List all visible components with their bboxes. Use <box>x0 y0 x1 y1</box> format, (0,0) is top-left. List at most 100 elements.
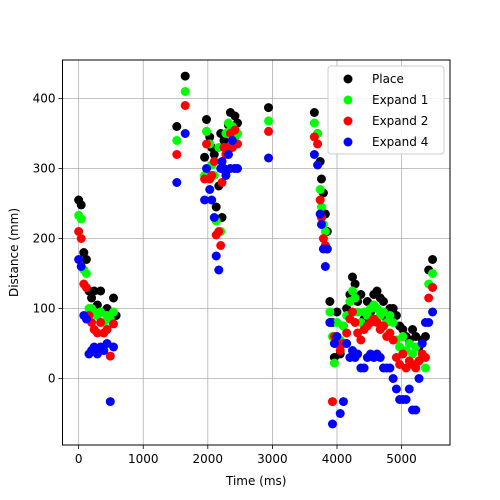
data-point <box>81 269 91 278</box>
legend-label-expand-4: Expand 4 <box>372 135 428 149</box>
data-point <box>391 311 401 320</box>
data-point <box>350 318 360 327</box>
data-point <box>320 262 330 271</box>
data-point <box>329 358 339 368</box>
data-point <box>332 307 342 317</box>
data-point <box>105 397 115 407</box>
data-point <box>217 157 227 166</box>
data-point <box>219 136 229 145</box>
data-point <box>109 319 119 329</box>
data-point <box>207 195 217 205</box>
data-point <box>388 318 398 327</box>
data-point <box>202 115 212 124</box>
y-tick-label: 0 <box>48 372 56 386</box>
data-point <box>414 374 424 383</box>
data-point <box>325 318 335 327</box>
data-point <box>342 339 352 348</box>
x-tick-label: 4000 <box>322 452 353 466</box>
data-point <box>385 311 395 320</box>
data-point <box>264 116 274 126</box>
data-point <box>398 325 408 334</box>
data-point <box>424 318 434 327</box>
x-tick-label: 2000 <box>193 452 224 466</box>
data-point <box>342 328 352 338</box>
data-point <box>76 214 86 224</box>
data-point <box>172 122 182 131</box>
data-point <box>76 200 86 210</box>
data-point <box>335 346 345 355</box>
plot-frame <box>62 59 451 446</box>
data-point <box>202 164 212 173</box>
data-point <box>81 314 91 324</box>
data-point <box>401 395 411 404</box>
legend-label-expand-2: Expand 2 <box>372 114 428 128</box>
data-point <box>309 150 319 159</box>
data-point <box>209 213 219 222</box>
x-tick-label: 5000 <box>386 452 417 466</box>
data-point <box>315 195 325 205</box>
data-point <box>315 209 325 219</box>
legend-box <box>327 65 445 155</box>
x-tick-label: 0 <box>75 452 83 466</box>
legend-marker-place <box>343 74 353 84</box>
legend: Place Expand 1 Expand 2 Expand 4 <box>327 65 445 155</box>
data-point <box>318 234 328 243</box>
data-point <box>356 335 366 345</box>
data-point <box>338 321 348 331</box>
data-point <box>353 349 363 359</box>
data-point <box>227 136 237 145</box>
x-tick-label: 3000 <box>257 452 288 466</box>
data-point <box>420 332 430 341</box>
data-point <box>96 286 106 296</box>
data-point <box>322 244 332 254</box>
data-point <box>79 248 89 257</box>
data-point <box>325 307 335 317</box>
data-point <box>428 269 438 278</box>
data-point <box>76 234 86 243</box>
data-point <box>76 262 86 271</box>
legend-entry-expand-2: Expand 2 <box>343 114 428 128</box>
data-point <box>202 126 212 136</box>
y-tick-label: 400 <box>33 92 56 106</box>
data-point <box>309 108 319 117</box>
y-tick-label: 200 <box>33 232 56 246</box>
data-point <box>264 103 274 113</box>
data-point <box>233 164 243 173</box>
data-point <box>200 195 210 205</box>
data-point <box>81 283 91 292</box>
data-point <box>180 101 190 110</box>
data-point <box>411 405 421 415</box>
data-points <box>74 71 438 429</box>
y-tick-label: 100 <box>33 302 56 316</box>
data-point <box>359 363 369 373</box>
data-point <box>309 132 319 142</box>
data-point <box>428 307 438 317</box>
data-point <box>350 293 360 303</box>
legend-entry-place: Place <box>343 72 404 86</box>
legend-marker-expand-2 <box>343 116 353 126</box>
data-point <box>388 374 398 383</box>
data-point <box>87 293 97 303</box>
data-point <box>424 293 434 303</box>
data-point <box>209 157 219 166</box>
data-point <box>335 409 345 418</box>
data-point <box>315 185 325 194</box>
data-point <box>372 286 382 296</box>
data-point <box>408 349 418 359</box>
data-point <box>74 227 84 236</box>
data-point <box>408 325 418 334</box>
data-point <box>404 384 414 394</box>
data-point <box>205 185 215 194</box>
data-point <box>329 339 339 348</box>
data-point <box>96 318 106 327</box>
data-point <box>200 152 210 162</box>
y-axis-label: Distance (mm) <box>7 208 21 297</box>
data-point <box>214 265 224 275</box>
data-point <box>347 307 357 317</box>
data-point <box>411 363 421 373</box>
data-point <box>316 202 326 212</box>
data-point <box>313 139 323 149</box>
data-point <box>327 419 337 429</box>
data-point <box>316 174 326 184</box>
data-point <box>102 325 112 334</box>
